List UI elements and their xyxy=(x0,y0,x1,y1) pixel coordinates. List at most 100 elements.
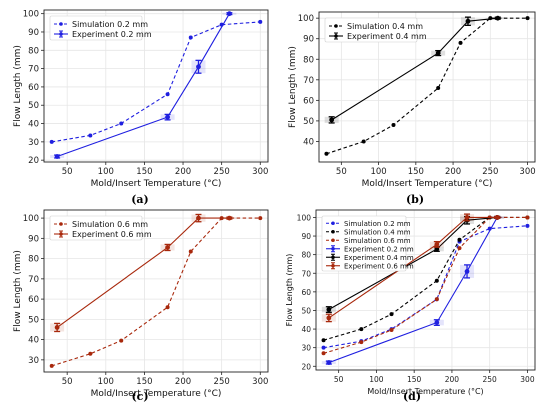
data-point xyxy=(435,50,441,56)
y-tick-label: 80 xyxy=(301,251,311,260)
data-point xyxy=(196,215,201,221)
x-tick-label: 250 xyxy=(214,377,230,387)
legend-swatch-marker xyxy=(331,229,335,234)
series-line xyxy=(56,13,230,158)
x-axis-label: Mold/Insert Temperature (°C) xyxy=(91,389,222,399)
series-experiment-1 xyxy=(324,15,505,124)
data-point xyxy=(165,305,170,310)
x-tick-label: 300 xyxy=(252,167,268,177)
data-point xyxy=(258,19,263,24)
legend-swatch-marker xyxy=(331,221,335,226)
y-tick-label: 70 xyxy=(303,76,314,86)
x-tick-label: 300 xyxy=(252,377,268,387)
plot-frame xyxy=(315,209,536,371)
legend-label: Experiment 0.4 mm xyxy=(347,32,427,41)
data-point xyxy=(324,151,329,156)
y-tick-label: 90 xyxy=(28,234,39,244)
data-point xyxy=(54,154,60,159)
legend-label: Experiment 0.4 mm xyxy=(344,254,414,262)
legend-swatch-marker xyxy=(59,222,63,226)
panel-caption: (b) xyxy=(406,193,424,206)
y-axis-label: Flow Length (mm) xyxy=(288,46,298,128)
panel-caption: (d) xyxy=(403,390,421,403)
x-tick-label: 50 xyxy=(62,377,73,387)
panel-caption: (a) xyxy=(131,193,149,206)
legend-label: Experiment 0.2 mm xyxy=(344,246,414,254)
x-tick-label: 150 xyxy=(407,375,422,384)
x-axis-label: Mold/Insert Temperature (°C) xyxy=(367,387,483,396)
x-tick-label: 250 xyxy=(483,375,498,384)
legend-box xyxy=(321,215,407,272)
legend-label: Experiment 0.2 mm xyxy=(72,30,152,39)
data-point xyxy=(49,363,54,368)
data-point xyxy=(457,237,462,242)
data-point xyxy=(49,139,54,144)
y-tick-label: 60 xyxy=(301,288,311,297)
y-tick-label: 20 xyxy=(301,362,311,371)
data-point xyxy=(226,215,232,221)
data-point xyxy=(119,338,124,343)
data-point xyxy=(391,123,396,128)
y-tick-label: 80 xyxy=(28,255,39,265)
series-experiment-1 xyxy=(50,11,237,159)
data-point xyxy=(389,328,394,332)
data-point xyxy=(54,325,60,330)
y-tick-label: 60 xyxy=(28,83,39,93)
data-point xyxy=(464,215,470,220)
data-point xyxy=(88,351,93,356)
x-tick-label: 100 xyxy=(370,167,386,177)
x-tick-label: 150 xyxy=(408,167,424,177)
x-tick-label: 200 xyxy=(175,377,191,387)
legend-swatch-marker xyxy=(59,22,63,26)
y-tick-label: 30 xyxy=(301,344,311,353)
legend-swatch-marker xyxy=(334,24,338,28)
data-point xyxy=(165,245,170,250)
x-tick-label: 100 xyxy=(98,377,114,387)
data-point xyxy=(525,215,530,220)
data-point xyxy=(434,242,440,247)
data-point xyxy=(258,216,263,221)
x-tick-label: 50 xyxy=(334,375,344,384)
data-point xyxy=(119,121,124,126)
x-axis-label: Mold/Insert Temperature (°C) xyxy=(362,179,493,189)
data-point xyxy=(165,114,170,120)
x-tick-label: 150 xyxy=(136,377,152,387)
y-tick-label: 20 xyxy=(28,156,39,166)
legend-label: Simulation 0.4 mm xyxy=(344,229,411,237)
y-tick-label: 90 xyxy=(28,28,39,38)
series-line xyxy=(328,217,498,364)
panel-c: 50 100 150 200 250 300 30 40 50 60 70 80 90 100 Mold/I… xyxy=(13,209,269,403)
legend-label: Experiment 0.6 mm xyxy=(72,230,152,239)
x-tick-label: 50 xyxy=(336,167,347,177)
legend-label: Simulation 0.2 mm xyxy=(72,20,148,29)
data-point xyxy=(326,360,332,365)
data-point xyxy=(165,92,170,97)
y-tick-label: 40 xyxy=(28,336,39,346)
y-tick-label: 80 xyxy=(303,55,314,65)
x-tick-label: 200 xyxy=(445,375,460,384)
legend-label: Simulation 0.2 mm xyxy=(344,220,411,228)
series-experiment-5 xyxy=(321,213,505,323)
series-line xyxy=(328,216,498,319)
plot-frame xyxy=(318,11,536,163)
data-point xyxy=(436,86,441,91)
panel-b: 50 100 150 200 250 300 40 50 60 70 80 90 100 Mold/Ins… xyxy=(288,11,536,206)
x-tick-label: 100 xyxy=(98,167,114,177)
x-tick-label: 100 xyxy=(369,375,384,384)
data-point xyxy=(434,246,440,252)
data-point xyxy=(321,345,326,350)
legend-swatch-marker xyxy=(331,246,335,251)
x-tick-label: 300 xyxy=(519,167,535,177)
y-axis-label: Flow Length (mm) xyxy=(285,254,294,327)
y-tick-label: 50 xyxy=(28,315,39,325)
series-line xyxy=(328,216,498,310)
y-tick-label: 80 xyxy=(28,46,39,56)
legend-swatch-marker xyxy=(331,263,335,268)
data-point xyxy=(434,297,439,302)
series-experiment-1 xyxy=(50,213,237,333)
data-point xyxy=(196,64,201,70)
legend-swatch-marker xyxy=(331,255,335,260)
y-tick-label: 100 xyxy=(298,14,314,24)
